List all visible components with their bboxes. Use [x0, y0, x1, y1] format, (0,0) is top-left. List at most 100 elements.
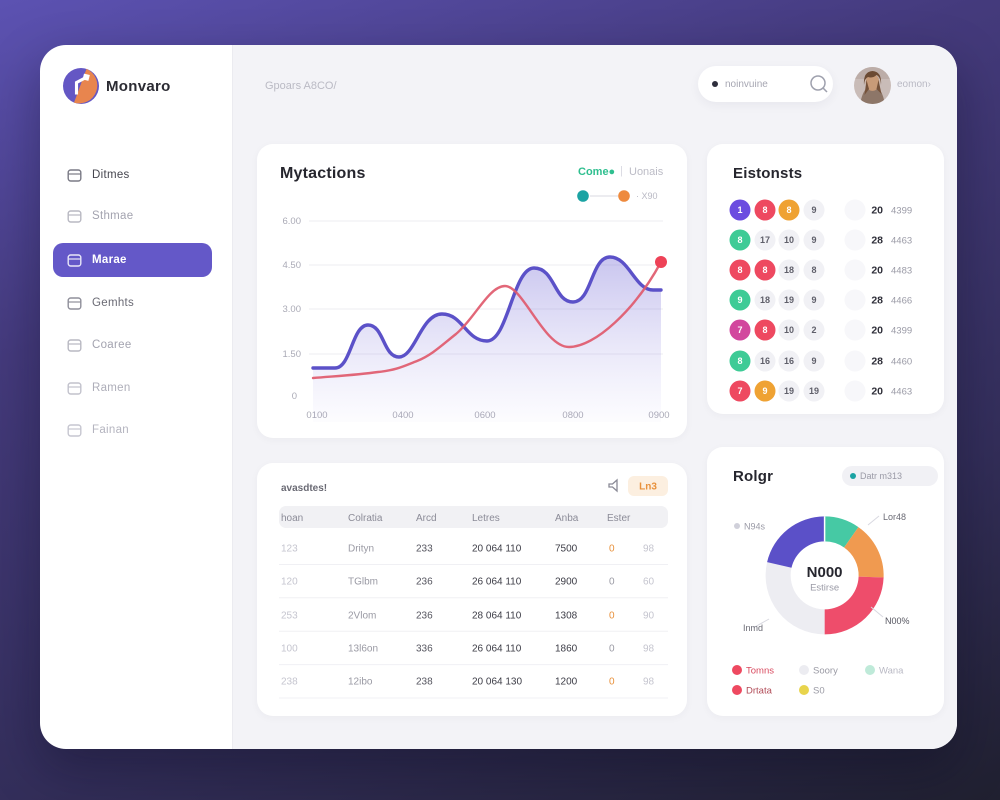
- svg-text:9: 9: [811, 235, 816, 245]
- svg-text:8: 8: [737, 356, 742, 366]
- svg-text:20: 20: [871, 265, 883, 277]
- svg-text:Anba: Anba: [555, 513, 579, 524]
- svg-text:4483: 4483: [891, 266, 912, 277]
- svg-text:8: 8: [762, 205, 767, 215]
- svg-text:20: 20: [871, 205, 883, 217]
- svg-text:0: 0: [609, 611, 615, 622]
- svg-text:8: 8: [786, 205, 791, 215]
- svg-text:13l6on: 13l6on: [348, 644, 378, 655]
- svg-text:Estirse: Estirse: [810, 583, 839, 594]
- svg-text:9: 9: [811, 356, 816, 366]
- svg-text:8: 8: [762, 325, 767, 335]
- svg-text:7: 7: [737, 325, 742, 335]
- svg-text:12ibo: 12ibo: [348, 677, 373, 688]
- svg-text:S0: S0: [813, 686, 825, 697]
- svg-text:4466: 4466: [891, 296, 912, 307]
- svg-text:7: 7: [737, 386, 742, 396]
- svg-text:Tomns: Tomns: [746, 666, 774, 677]
- svg-text:20 064 110: 20 064 110: [472, 544, 522, 555]
- svg-text:Arcd: Arcd: [416, 513, 437, 524]
- svg-text:233: 233: [416, 544, 433, 555]
- svg-text:120: 120: [281, 577, 298, 588]
- svg-text:236: 236: [416, 611, 433, 622]
- svg-text:60: 60: [643, 577, 655, 588]
- svg-text:8: 8: [737, 235, 742, 245]
- svg-text:20: 20: [871, 325, 883, 337]
- svg-text:98: 98: [643, 644, 655, 655]
- svg-text:4463: 4463: [891, 387, 912, 398]
- svg-text:16: 16: [760, 356, 770, 366]
- svg-text:28 064 110: 28 064 110: [472, 611, 522, 622]
- svg-text:2900: 2900: [555, 577, 578, 588]
- svg-text:2: 2: [811, 325, 816, 335]
- svg-text:18: 18: [760, 295, 770, 305]
- svg-text:20 064 130: 20 064 130: [472, 677, 522, 688]
- svg-text:hoan: hoan: [281, 513, 303, 524]
- svg-text:0: 0: [609, 544, 615, 555]
- svg-text:4399: 4399: [891, 326, 912, 337]
- svg-text:N000: N000: [807, 564, 843, 581]
- svg-text:6.00: 6.00: [283, 216, 302, 227]
- svg-text:98: 98: [643, 677, 655, 688]
- svg-text:28: 28: [871, 235, 883, 247]
- svg-text:10: 10: [784, 325, 794, 335]
- svg-text:1.50: 1.50: [283, 349, 302, 360]
- svg-text:100: 100: [281, 644, 298, 655]
- svg-text:N00%: N00%: [885, 616, 910, 626]
- svg-text:19: 19: [809, 386, 819, 396]
- svg-text:90: 90: [643, 611, 655, 622]
- svg-text:17: 17: [760, 235, 770, 245]
- svg-text:Lor48: Lor48: [883, 512, 906, 522]
- svg-text:19: 19: [784, 386, 794, 396]
- svg-text:20: 20: [871, 386, 883, 398]
- svg-text:0: 0: [609, 644, 615, 655]
- svg-text:18: 18: [784, 265, 794, 275]
- svg-text:0: 0: [609, 577, 615, 588]
- svg-text:8: 8: [811, 265, 816, 275]
- svg-text:0: 0: [292, 391, 297, 402]
- svg-text:1200: 1200: [555, 677, 578, 688]
- svg-text:8: 8: [737, 265, 742, 275]
- svg-text:1308: 1308: [555, 611, 578, 622]
- svg-text:123: 123: [281, 544, 298, 555]
- svg-text:26 064 110: 26 064 110: [472, 577, 522, 588]
- svg-text:Drityn: Drityn: [348, 544, 374, 555]
- svg-text:253: 253: [281, 611, 298, 622]
- svg-text:9: 9: [811, 205, 816, 215]
- svg-text:19: 19: [784, 295, 794, 305]
- svg-text:Ln3: Ln3: [639, 482, 657, 493]
- svg-text:238: 238: [281, 677, 298, 688]
- svg-text:7500: 7500: [555, 544, 578, 555]
- svg-text:Wana: Wana: [879, 666, 904, 677]
- svg-text:TGlbm: TGlbm: [348, 577, 378, 588]
- svg-text:Letres: Letres: [472, 513, 500, 524]
- svg-text:2Vlom: 2Vlom: [348, 611, 376, 622]
- svg-text:1860: 1860: [555, 644, 578, 655]
- svg-text:avasdtes!: avasdtes!: [281, 483, 327, 494]
- svg-text:Ester: Ester: [607, 513, 631, 524]
- svg-text:4463: 4463: [891, 236, 912, 247]
- svg-text:236: 236: [416, 577, 433, 588]
- svg-text:4460: 4460: [891, 357, 912, 368]
- svg-text:26 064 110: 26 064 110: [472, 644, 522, 655]
- svg-text:Soory: Soory: [813, 666, 838, 677]
- svg-text:9: 9: [811, 295, 816, 305]
- svg-text:9: 9: [737, 295, 742, 305]
- svg-text:Colratia: Colratia: [348, 513, 383, 524]
- svg-text:16: 16: [784, 356, 794, 366]
- svg-text:· X90: · X90: [636, 191, 658, 201]
- svg-text:28: 28: [871, 295, 883, 307]
- svg-text:336: 336: [416, 644, 433, 655]
- svg-text:3.00: 3.00: [283, 304, 302, 315]
- svg-text:8: 8: [762, 265, 767, 275]
- svg-text:28: 28: [871, 356, 883, 368]
- svg-text:Inmd: Inmd: [743, 623, 763, 633]
- svg-text:98: 98: [643, 544, 655, 555]
- svg-text:1: 1: [737, 205, 742, 215]
- svg-text:10: 10: [784, 235, 794, 245]
- svg-text:0: 0: [609, 677, 615, 688]
- svg-text:9: 9: [762, 386, 767, 396]
- svg-text:4.50: 4.50: [283, 260, 302, 271]
- svg-text:4399: 4399: [891, 206, 912, 217]
- svg-text:Drtata: Drtata: [746, 686, 773, 697]
